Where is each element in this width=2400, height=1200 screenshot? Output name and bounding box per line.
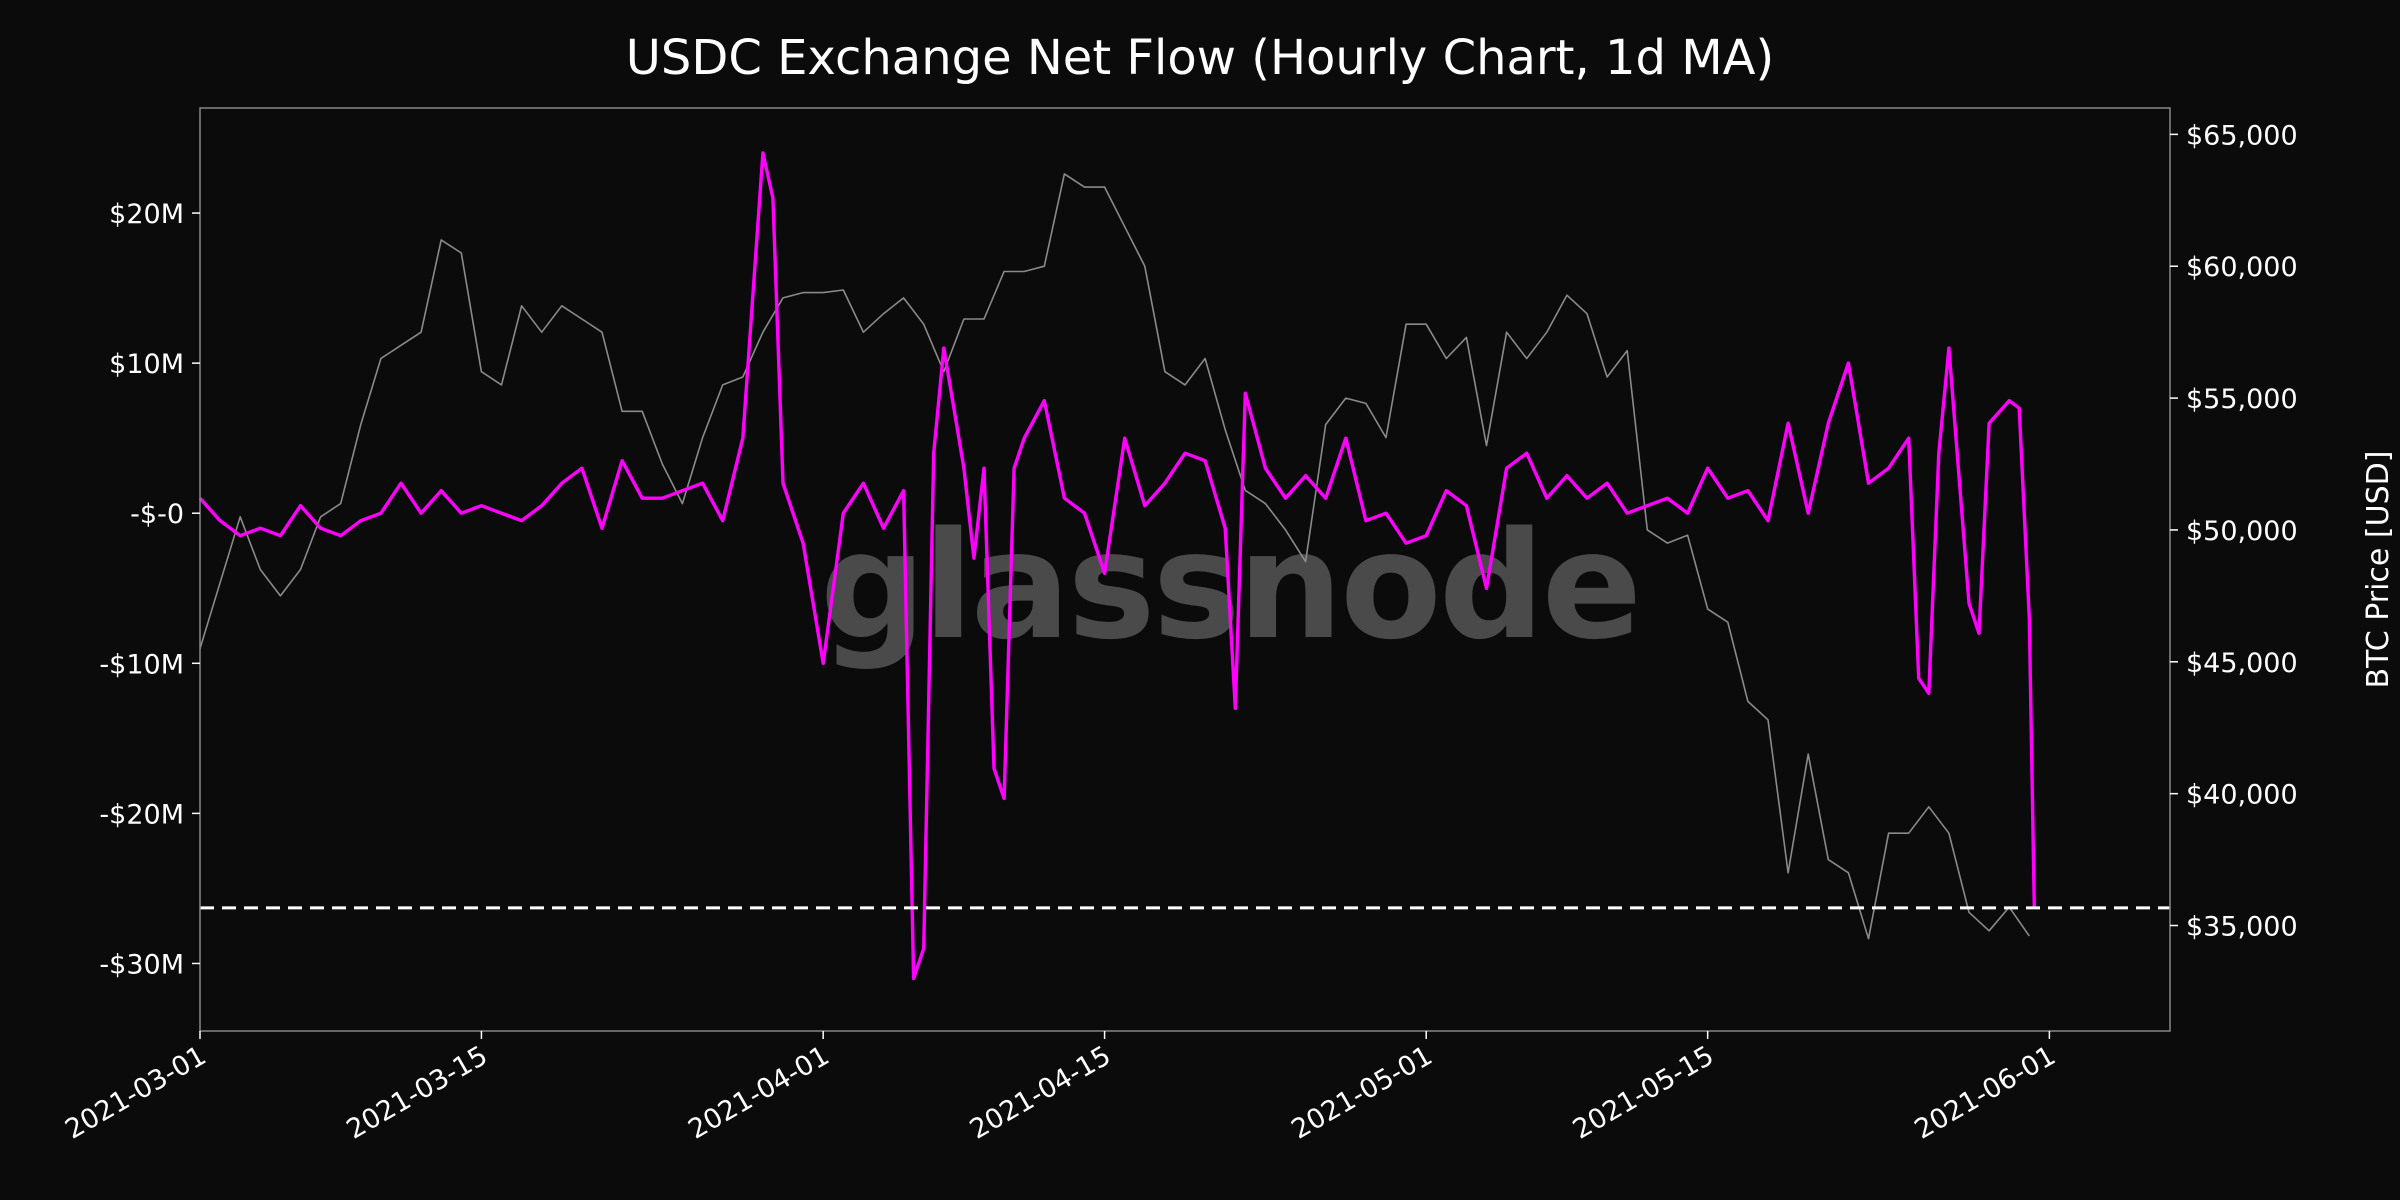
right-tick-label: $45,000	[2186, 648, 2298, 679]
left-tick-label: -$30M	[99, 949, 184, 980]
plot-frame	[199, 107, 2171, 1032]
x-tick-label: 2021-03-15	[342, 1040, 493, 1145]
left-tick-label: -$-0	[130, 499, 184, 530]
right-axis-label: BTC Price [USD]	[2361, 451, 2396, 689]
left-tick-label: -$10M	[99, 649, 184, 680]
x-tick-label: 2021-05-15	[1568, 1040, 1719, 1145]
x-tick-label: 2021-03-01	[60, 1040, 211, 1145]
left-tick-label: $20M	[109, 199, 184, 230]
left-tick-label: -$20M	[99, 799, 184, 830]
right-tick-label: $55,000	[2186, 384, 2298, 415]
right-tick-label: $35,000	[2186, 912, 2298, 943]
right-tick-label: $65,000	[2186, 120, 2298, 151]
x-tick-label: 2021-04-15	[965, 1040, 1116, 1145]
right-tick-label: $60,000	[2186, 252, 2298, 283]
net-flow-line	[198, 151, 2036, 981]
btc-price-line	[199, 173, 2030, 940]
right-tick-label: $40,000	[2186, 780, 2298, 811]
x-tick-label: 2021-05-01	[1286, 1040, 1437, 1145]
x-tick-label: 2021-06-01	[1909, 1040, 2060, 1145]
chart-title: USDC Exchange Net Flow (Hourly Chart, 1d…	[625, 30, 1775, 86]
right-tick-label: $50,000	[2186, 516, 2298, 547]
x-tick-label: 2021-04-01	[683, 1040, 834, 1145]
left-tick-label: $10M	[109, 349, 184, 380]
